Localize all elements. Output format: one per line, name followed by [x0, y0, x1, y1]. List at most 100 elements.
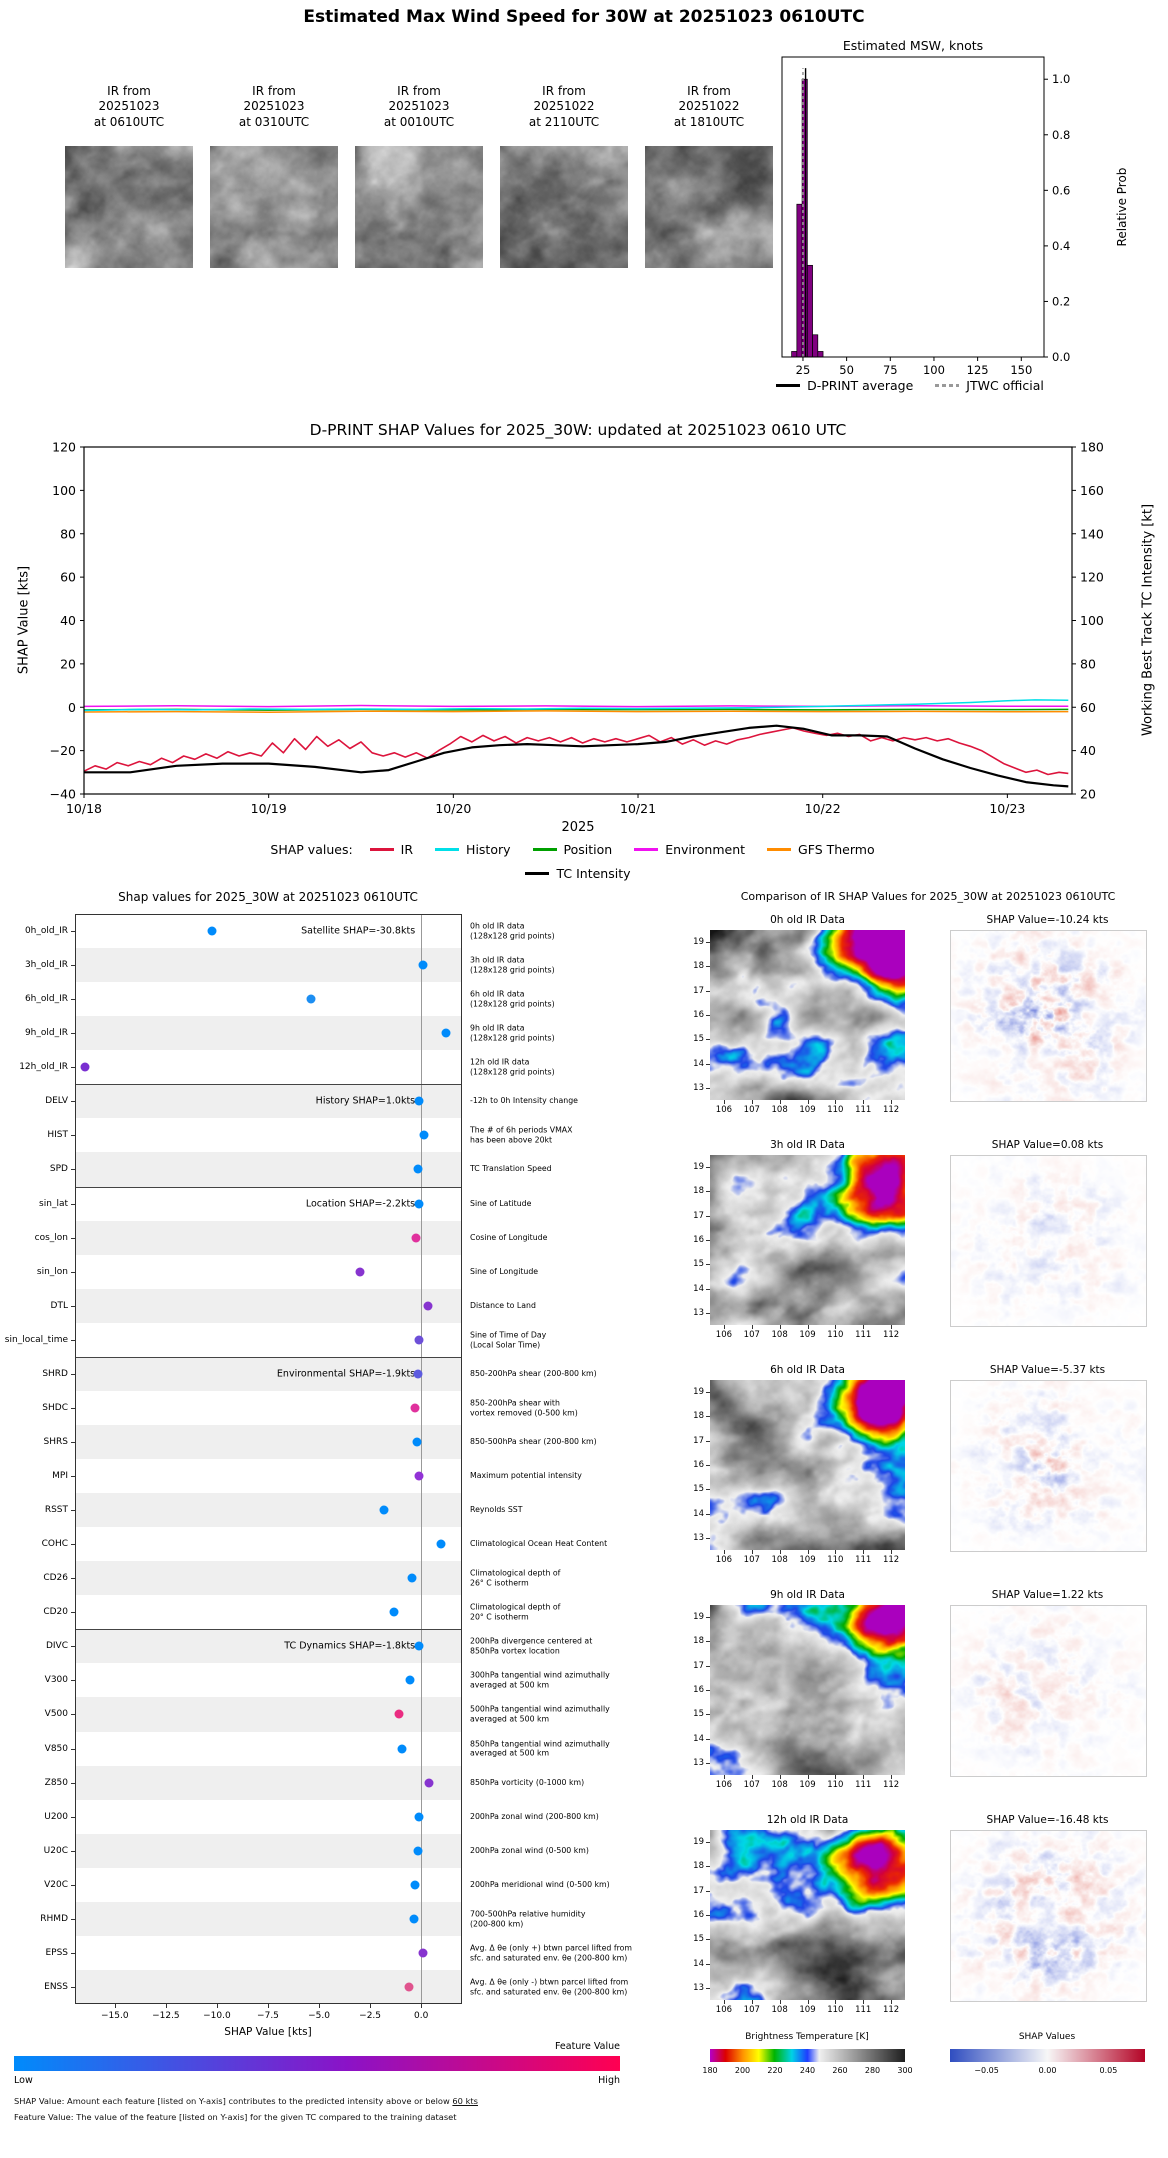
ir-y-tick-mark	[706, 1641, 710, 1643]
beeswarm-row-tick-mark	[71, 1612, 75, 1614]
timeseries-plot: 120 100 80 60 40 20 0 −20 −40 180 160 140 120 100 80 60…	[50, 440, 1104, 817]
ir-y-tick-mark	[706, 1866, 710, 1868]
left-tick-label: 40	[60, 613, 76, 628]
ir-x-tick-label: 106	[715, 2005, 733, 2015]
ir-x-tick-label: 106	[715, 1555, 733, 1565]
legend-swatch-icon	[935, 384, 960, 387]
beeswarm-feature-label: CD26	[43, 1573, 68, 1584]
beeswarm-xlabel: SHAP Value [kts]	[224, 2026, 312, 2038]
ir-x-tick-mark	[751, 1775, 753, 1779]
beeswarm-row-band	[75, 1969, 462, 2004]
legend-swatch-icon	[369, 848, 394, 851]
footnote-shap-value: SHAP Value: Amount each feature [listed …	[14, 2096, 478, 2106]
ir-x-tick-label: 108	[771, 2005, 788, 2015]
legend-item: History	[435, 842, 511, 857]
ir-y-tick-label: 18	[693, 961, 704, 972]
right-tick-label: 40	[1080, 743, 1096, 758]
ir-y-tick-label: 19	[693, 1612, 704, 1623]
ir-thumbnail-image	[210, 146, 338, 268]
ir-x-tick-mark	[723, 1100, 725, 1104]
beeswarm-dot	[413, 1369, 423, 1379]
ir-y-tick-mark	[706, 1215, 710, 1217]
beeswarm-dot	[404, 1982, 414, 1992]
beeswarm-feature-desc: Climatological depth of 26° C isotherm	[470, 1568, 561, 1588]
x-tick-label: 75	[883, 363, 898, 377]
ir-y-tick-mark	[706, 942, 710, 944]
histogram-bar	[817, 351, 824, 358]
legend-label: Environment	[665, 842, 746, 857]
ir-data-image	[710, 1380, 905, 1550]
beeswarm-row-band	[75, 1016, 462, 1051]
beeswarm-row-tick-mark	[71, 1578, 75, 1580]
ir-y-tick-mark	[706, 1987, 710, 1989]
beeswarm-dot	[441, 1028, 451, 1038]
ir-data-image	[710, 930, 905, 1100]
msw-histogram-ylabel: Relative Prob	[1115, 167, 1129, 247]
y-tick-label: 0.4	[1052, 239, 1070, 253]
ir-y-tick-mark	[706, 1264, 710, 1266]
beeswarm-dot	[355, 1267, 365, 1277]
x-tick-label: 10/18	[66, 801, 102, 816]
ir-y-tick-label: 16	[693, 1010, 704, 1020]
ir-x-tick-mark	[807, 1550, 809, 1554]
legend-swatch-icon	[532, 848, 557, 851]
ir-y-tick-label: 16	[693, 1685, 704, 1695]
plot-frame	[83, 446, 1073, 795]
beeswarm-feature-label: 3h_old_IR	[24, 960, 68, 971]
beeswarm-row-band	[75, 948, 462, 983]
beeswarm-row-tick-mark	[71, 931, 75, 933]
series-line-position	[83, 708, 1069, 711]
ir-y-tick-label: 17	[693, 1660, 704, 1671]
ir-y-tick-label: 14	[693, 1958, 704, 1969]
beeswarm-group-separator	[75, 1356, 462, 1358]
ir-y-tick-mark	[706, 1039, 710, 1041]
beeswarm-feature-desc: Cosine of Longitude	[470, 1232, 548, 1242]
beeswarm-feature-desc: The # of 6h periods VMAX has been above …	[470, 1125, 573, 1145]
ir-y-tick-mark	[706, 1489, 710, 1491]
beeswarm-feature-desc: 850-200hPa shear (200-800 km)	[470, 1368, 597, 1378]
ir-x-tick-label: 106	[715, 1780, 733, 1790]
ir-y-tick-mark	[706, 1738, 710, 1740]
beeswarm-dot	[418, 960, 428, 970]
legend-item: JTWC official	[935, 378, 1044, 393]
x-tick-label: 50	[839, 363, 854, 377]
x-tick-label: 10/22	[805, 801, 841, 816]
beeswarm-row-tick-mark	[71, 1169, 75, 1171]
histogram-bar	[796, 203, 803, 358]
left-tick-label: 20	[60, 656, 76, 671]
legend-swatch-icon	[767, 848, 792, 851]
ir-y-tick-label: 14	[693, 1283, 704, 1294]
beeswarm-x-tick-mark	[370, 2004, 372, 2008]
left-tick-label: 80	[60, 526, 76, 541]
legend-item: GFS Thermo	[767, 842, 875, 857]
beeswarm-dot	[412, 1437, 422, 1447]
series-line-history	[83, 699, 1069, 712]
ir-y-tick-label: 17	[693, 1885, 704, 1896]
ir-x-tick-mark	[779, 1775, 781, 1779]
legend-swatch-icon	[634, 848, 659, 851]
beeswarm-x-tick-label: 0.0	[413, 2011, 429, 2021]
beeswarm-group-label: Satellite SHAP=-30.8kts	[301, 925, 416, 937]
histogram-bar	[806, 264, 813, 358]
footnote-shap-threshold: 60 kts	[452, 2096, 478, 2106]
beeswarm-feature-label: 6h_old_IR	[24, 994, 68, 1005]
ir-y-tick-label: 18	[693, 1411, 704, 1422]
x-tick-label: 100	[923, 363, 945, 377]
ir-x-tick-mark	[723, 2000, 725, 2004]
beeswarm-row-band	[75, 1493, 462, 1528]
ir-x-tick-mark	[751, 1100, 753, 1104]
ir-x-tick-label: 111	[855, 2005, 872, 2015]
beeswarm-row-tick-mark	[71, 1646, 75, 1648]
legend-label: History	[466, 842, 511, 857]
ir-y-tick-label: 15	[693, 1934, 704, 1945]
beeswarm-feature-label: ENSS	[44, 1981, 68, 1992]
ir-x-tick-label: 111	[855, 1330, 872, 1340]
bt-colorbar-tick-label: 220	[767, 2066, 783, 2075]
ir-y-tick-label: 15	[693, 1034, 704, 1045]
ir-x-tick-label: 107	[743, 1555, 760, 1565]
bt-colorbar-label: Brightness Temperature [K]	[745, 2032, 869, 2042]
beeswarm-feature-label: U200	[44, 1811, 68, 1822]
beeswarm-feature-desc: 850-500hPa shear (200-800 km)	[470, 1437, 597, 1447]
ir-x-tick-mark	[891, 1100, 893, 1104]
